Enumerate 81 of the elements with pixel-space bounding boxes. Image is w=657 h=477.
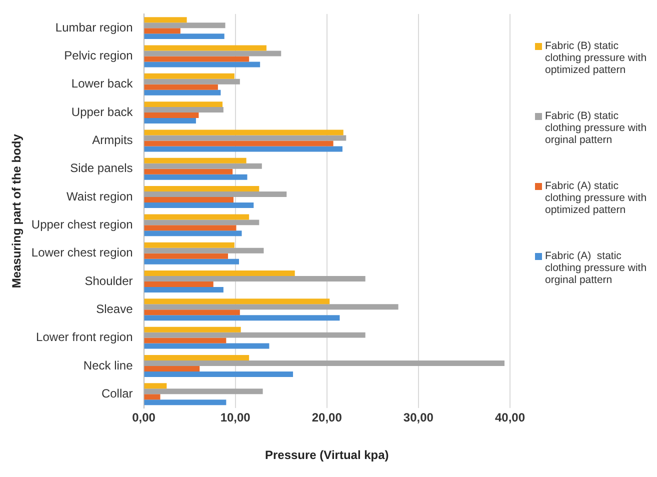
bar — [144, 45, 266, 51]
legend-label: Fabric (A) static clothing pressure with orginal pattern — [545, 250, 648, 286]
bar — [144, 298, 330, 304]
x-tick-label: 20,00 — [312, 410, 342, 425]
y-tick-label: Sleave — [96, 302, 134, 316]
y-tick-label: Pelvic region — [64, 48, 133, 63]
bar — [144, 276, 366, 282]
y-tick-label: Shoulder — [84, 274, 133, 288]
bar — [144, 366, 200, 372]
bar — [144, 253, 228, 259]
bar — [144, 90, 221, 96]
bar — [144, 168, 233, 174]
y-tick-label: Lumbar region — [55, 20, 133, 34]
bar — [144, 400, 226, 406]
bar — [144, 197, 234, 203]
y-tick-label: Waist region — [66, 189, 133, 204]
x-tick-label: 40,00 — [494, 410, 526, 425]
bar — [144, 315, 340, 321]
bar — [144, 371, 294, 377]
bar — [144, 84, 218, 90]
bar — [144, 242, 234, 248]
bar — [144, 230, 242, 236]
y-tick-label: Collar — [101, 386, 133, 400]
bar — [144, 304, 398, 310]
y-tick-label: Lower front region — [36, 330, 133, 344]
bar — [144, 332, 366, 338]
y-tick-label: Lower chest region — [31, 246, 133, 260]
bar — [144, 56, 250, 62]
bar — [144, 388, 263, 394]
bar — [144, 192, 287, 198]
y-tick-label: Neck line — [83, 358, 134, 372]
bar — [144, 102, 223, 108]
x-tick-label: 0,00 — [132, 410, 156, 425]
bar — [144, 140, 334, 146]
bar — [144, 225, 236, 231]
bar — [144, 112, 199, 118]
bar — [144, 146, 342, 152]
legend-label: Fabric (B) static clothing pressure with optimized pattern — [545, 40, 648, 76]
bar — [144, 343, 270, 349]
bar — [144, 22, 226, 28]
bar — [144, 62, 260, 68]
bar — [144, 158, 246, 164]
bar — [144, 28, 180, 34]
bar — [144, 383, 167, 389]
bar — [144, 220, 260, 226]
bar — [144, 174, 248, 180]
bar — [144, 338, 226, 344]
x-tick-label: 10,00 — [220, 410, 251, 425]
y-tick-label: Upper chest region — [31, 217, 133, 232]
y-axis-title: Measuring part of the body — [10, 134, 24, 288]
bar — [144, 360, 505, 366]
bar — [144, 130, 344, 136]
bar — [144, 73, 234, 79]
bar — [144, 107, 224, 113]
bar — [144, 286, 224, 292]
legend-label: Fabric (A) static clothing pressure with optimized pattern — [545, 180, 648, 216]
bar — [144, 214, 250, 220]
y-tick-label: Side panels — [70, 161, 133, 176]
legend-label: Fabric (B) static clothing pressure with orginal pattern — [545, 110, 648, 146]
bar — [144, 326, 241, 332]
bar — [144, 17, 187, 23]
bar — [144, 202, 254, 208]
bar — [144, 354, 250, 360]
bar — [144, 135, 346, 141]
bar — [144, 34, 224, 40]
bar — [144, 78, 240, 84]
y-tick-label: Armpits — [92, 133, 133, 148]
bar — [144, 118, 196, 124]
x-tick-label: 30,00 — [403, 410, 434, 425]
bar — [144, 258, 240, 264]
bar — [144, 186, 260, 192]
bar — [144, 394, 160, 400]
bar — [144, 281, 214, 287]
bar — [144, 310, 240, 316]
y-tick-label: Lower back — [71, 76, 134, 91]
bar — [144, 270, 295, 276]
x-axis-title: Pressure (Virtual kpa) — [264, 448, 389, 462]
y-tick-label: Upper back — [71, 104, 134, 119]
bar — [144, 163, 262, 169]
bar — [144, 248, 264, 254]
bar — [144, 50, 282, 56]
